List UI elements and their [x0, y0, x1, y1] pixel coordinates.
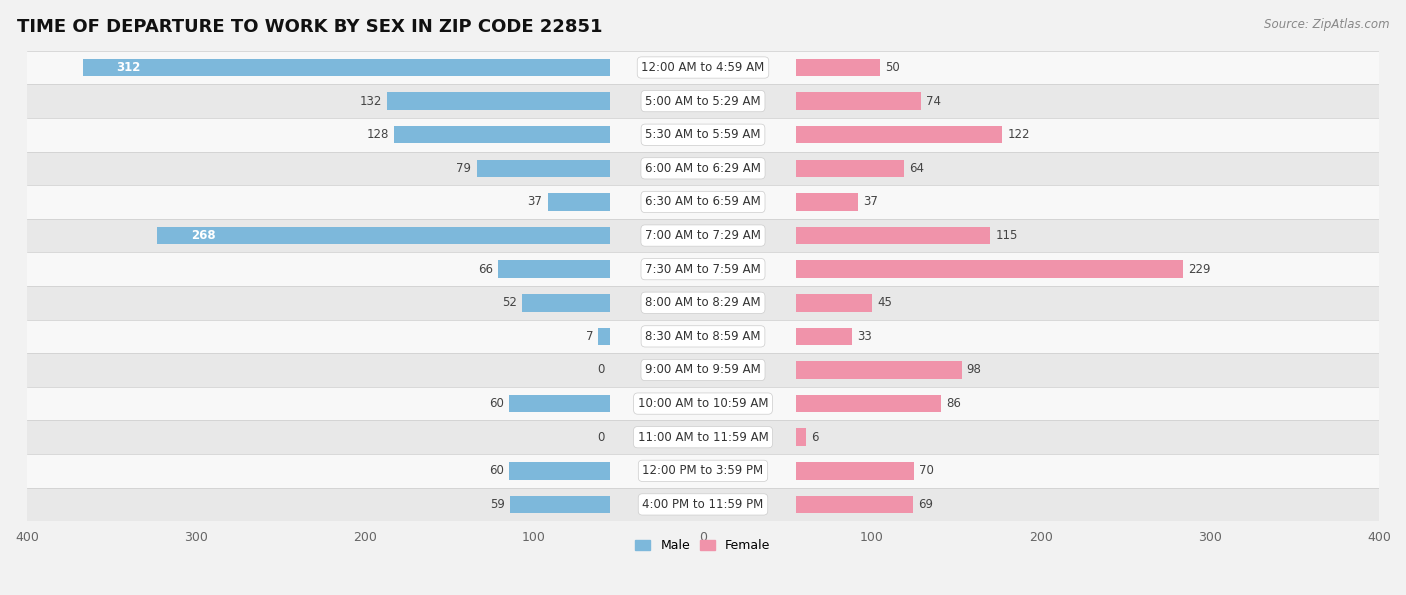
Text: 5:30 AM to 5:59 AM: 5:30 AM to 5:59 AM — [645, 128, 761, 141]
Bar — [27, 488, 1379, 521]
Bar — [796, 462, 914, 480]
Bar — [27, 353, 1379, 387]
Text: 12:00 PM to 3:59 PM: 12:00 PM to 3:59 PM — [643, 464, 763, 477]
Bar — [796, 395, 941, 412]
Text: 10:00 AM to 10:59 AM: 10:00 AM to 10:59 AM — [638, 397, 768, 410]
Text: 4:00 PM to 11:59 PM: 4:00 PM to 11:59 PM — [643, 498, 763, 511]
Bar — [27, 185, 1379, 219]
Bar — [27, 152, 1379, 185]
Text: 70: 70 — [920, 464, 934, 477]
Bar — [394, 126, 610, 143]
Text: 7:00 AM to 7:29 AM: 7:00 AM to 7:29 AM — [645, 229, 761, 242]
Bar — [509, 462, 610, 480]
Text: 7: 7 — [586, 330, 593, 343]
Text: Source: ZipAtlas.com: Source: ZipAtlas.com — [1264, 18, 1389, 31]
Bar — [83, 59, 610, 76]
Bar — [27, 454, 1379, 488]
Bar — [27, 219, 1379, 252]
Text: 60: 60 — [489, 464, 503, 477]
Text: 74: 74 — [927, 95, 941, 108]
Text: 128: 128 — [366, 128, 388, 141]
Bar — [27, 387, 1379, 421]
Bar — [27, 118, 1379, 152]
Bar — [157, 227, 610, 245]
Bar — [27, 51, 1379, 84]
Bar — [547, 193, 610, 211]
Text: 7:30 AM to 7:59 AM: 7:30 AM to 7:59 AM — [645, 262, 761, 275]
Bar — [499, 261, 610, 278]
Text: 9:00 AM to 9:59 AM: 9:00 AM to 9:59 AM — [645, 364, 761, 377]
Bar — [522, 294, 610, 312]
Text: TIME OF DEPARTURE TO WORK BY SEX IN ZIP CODE 22851: TIME OF DEPARTURE TO WORK BY SEX IN ZIP … — [17, 18, 602, 36]
Text: 115: 115 — [995, 229, 1018, 242]
Text: 69: 69 — [918, 498, 932, 511]
Bar — [796, 428, 806, 446]
Bar — [598, 328, 610, 345]
Bar — [796, 261, 1182, 278]
Text: 33: 33 — [856, 330, 872, 343]
Bar — [796, 92, 921, 110]
Text: 60: 60 — [489, 397, 503, 410]
Text: 268: 268 — [191, 229, 215, 242]
Bar — [796, 126, 1002, 143]
Text: 11:00 AM to 11:59 AM: 11:00 AM to 11:59 AM — [638, 431, 768, 444]
Legend: Male, Female: Male, Female — [630, 534, 776, 558]
Text: 79: 79 — [457, 162, 471, 175]
Bar — [796, 328, 852, 345]
Text: 8:30 AM to 8:59 AM: 8:30 AM to 8:59 AM — [645, 330, 761, 343]
Bar — [387, 92, 610, 110]
Bar — [509, 395, 610, 412]
Text: 98: 98 — [967, 364, 981, 377]
Bar — [796, 496, 912, 513]
Text: 50: 50 — [886, 61, 900, 74]
Bar — [27, 320, 1379, 353]
Text: 6:00 AM to 6:29 AM: 6:00 AM to 6:29 AM — [645, 162, 761, 175]
Text: 229: 229 — [1188, 262, 1211, 275]
Text: 59: 59 — [491, 498, 505, 511]
Text: 86: 86 — [946, 397, 962, 410]
Text: 64: 64 — [910, 162, 924, 175]
Bar — [27, 421, 1379, 454]
Text: 6:30 AM to 6:59 AM: 6:30 AM to 6:59 AM — [645, 195, 761, 208]
Text: 132: 132 — [360, 95, 382, 108]
Bar — [27, 252, 1379, 286]
Text: 312: 312 — [117, 61, 141, 74]
Text: 37: 37 — [863, 195, 879, 208]
Text: 66: 66 — [478, 262, 494, 275]
Text: 0: 0 — [598, 364, 605, 377]
Bar — [796, 227, 990, 245]
Bar — [796, 159, 904, 177]
Text: 52: 52 — [502, 296, 517, 309]
Text: 45: 45 — [877, 296, 891, 309]
Bar — [27, 286, 1379, 320]
Bar — [796, 361, 962, 378]
Bar — [27, 84, 1379, 118]
Bar — [796, 59, 880, 76]
Text: 122: 122 — [1007, 128, 1029, 141]
Text: 12:00 AM to 4:59 AM: 12:00 AM to 4:59 AM — [641, 61, 765, 74]
Bar — [510, 496, 610, 513]
Bar — [796, 294, 872, 312]
Bar — [477, 159, 610, 177]
Bar — [796, 193, 859, 211]
Text: 8:00 AM to 8:29 AM: 8:00 AM to 8:29 AM — [645, 296, 761, 309]
Text: 0: 0 — [598, 431, 605, 444]
Text: 6: 6 — [811, 431, 818, 444]
Text: 5:00 AM to 5:29 AM: 5:00 AM to 5:29 AM — [645, 95, 761, 108]
Text: 37: 37 — [527, 195, 543, 208]
